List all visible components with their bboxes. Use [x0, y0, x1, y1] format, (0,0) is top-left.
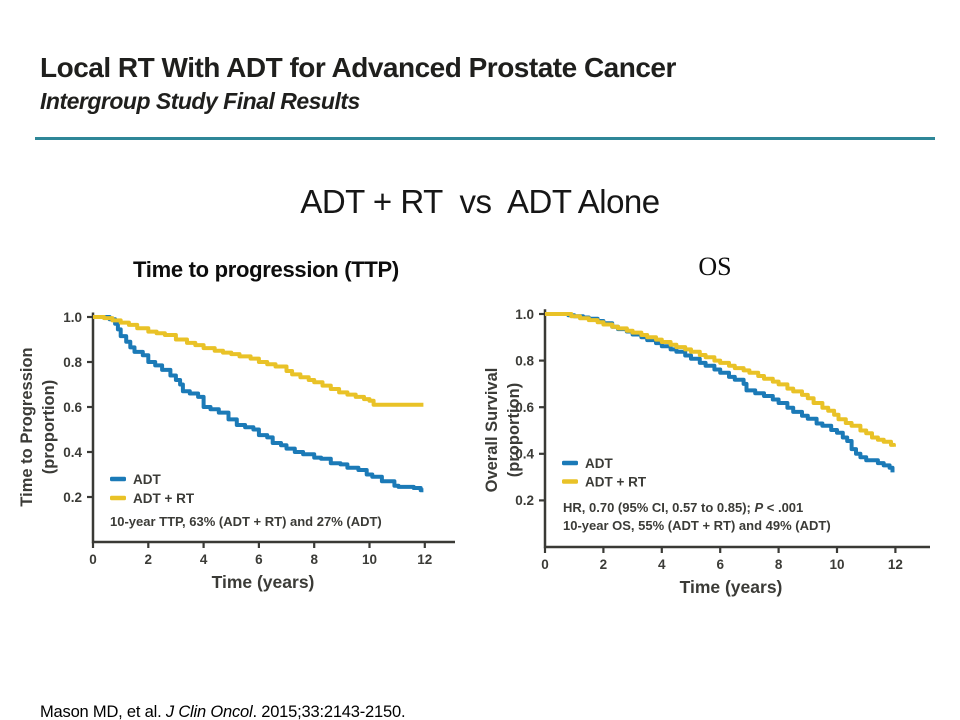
ttp-kaplan-meier-chart: 0.2 0.4 0.6 0.8 1.0 0 2 4 6 8 10 12 Time (years) Time…: [18, 310, 455, 592]
legend-label-adt: ADT: [133, 472, 161, 487]
divider-line: [35, 137, 935, 140]
y-tick-label: 0.4: [515, 447, 534, 462]
citation: Mason MD, et al. J Clin Oncol. 2015;33:2…: [40, 703, 920, 720]
citation-segment: Mason MD, et al.: [40, 702, 166, 720]
y-axis-title: (proportion): [40, 380, 58, 474]
y-tick-label: 1.0: [515, 307, 534, 322]
y-tick-label: 0.4: [63, 445, 82, 460]
series-line-adt-rt: [93, 315, 424, 407]
y-tick-label: 1.0: [63, 310, 82, 325]
slide-title: Local RT With ADT for Advanced Prostate …: [40, 52, 676, 83]
x-axis-title: Time (years): [212, 572, 315, 592]
y-tick-label: 0.6: [63, 400, 82, 415]
series-line-adt: [545, 312, 895, 473]
slide-subtitle: Intergroup Study Final Results: [40, 88, 360, 114]
x-tick-label: 4: [658, 557, 666, 572]
chart-annotation: 10-year TTP, 63% (ADT + RT) and 27% (ADT…: [110, 514, 382, 529]
comparison-heading: ADT + RT vs ADT Alone: [300, 183, 660, 220]
x-axis-title: Time (years): [680, 577, 783, 597]
chart-annotation: HR, 0.70 (95% CI, 0.57 to 0.85); P < .00…: [563, 500, 803, 515]
y-tick-label: 0.2: [515, 493, 534, 508]
legend-label-adt-rt: ADT + RT: [585, 474, 647, 489]
x-tick-label: 2: [145, 552, 153, 567]
os-chart-title: OS: [698, 252, 732, 281]
os-kaplan-meier-chart: 0.2 0.4 0.6 0.8 1.0 0 2 4 6 8 10 12 Time (years) Over…: [483, 307, 930, 597]
x-tick-label: 8: [775, 557, 783, 572]
x-tick-label: 8: [310, 552, 318, 567]
series-line-adt-rt: [545, 312, 896, 447]
y-axis-title: Overall Survival: [483, 368, 501, 493]
citation-segment: . 2015;33:2143-2150.: [252, 702, 406, 720]
chart-annotation: 10-year OS, 55% (ADT + RT) and 49% (ADT): [563, 518, 831, 533]
ttp-chart-title: Time to progression (TTP): [133, 257, 399, 282]
x-tick-label: 12: [888, 557, 903, 572]
x-tick-label: 4: [200, 552, 208, 567]
x-tick-label: 12: [417, 552, 432, 567]
x-tick-label: 6: [255, 552, 263, 567]
series-line-adt: [93, 315, 424, 493]
y-axis-title: (proportion): [505, 383, 523, 477]
legend-label-adt: ADT: [585, 456, 613, 471]
y-axis-title: Time to Progression: [18, 347, 36, 506]
legend-label-adt-rt: ADT + RT: [133, 491, 195, 506]
legend-swatch-adt-rt: [562, 479, 578, 484]
legend-swatch-adt: [110, 476, 126, 482]
legend-swatch-adt: [562, 460, 578, 466]
y-tick-label: 0.6: [515, 400, 534, 415]
axis-spines: [91, 312, 455, 544]
y-tick-label: 0.2: [63, 490, 82, 505]
citation-segment: J Clin Oncol: [165, 702, 253, 720]
x-tick-label: 6: [716, 557, 724, 572]
legend-swatch-adt-rt: [110, 495, 126, 501]
x-tick-label: 2: [600, 557, 608, 572]
x-tick-label: 10: [362, 552, 377, 567]
x-tick-label: 10: [829, 557, 844, 572]
y-tick-label: 0.8: [515, 353, 534, 368]
x-tick-label: 0: [89, 552, 97, 567]
x-tick-label: 0: [541, 557, 549, 572]
y-tick-label: 0.8: [63, 355, 82, 370]
